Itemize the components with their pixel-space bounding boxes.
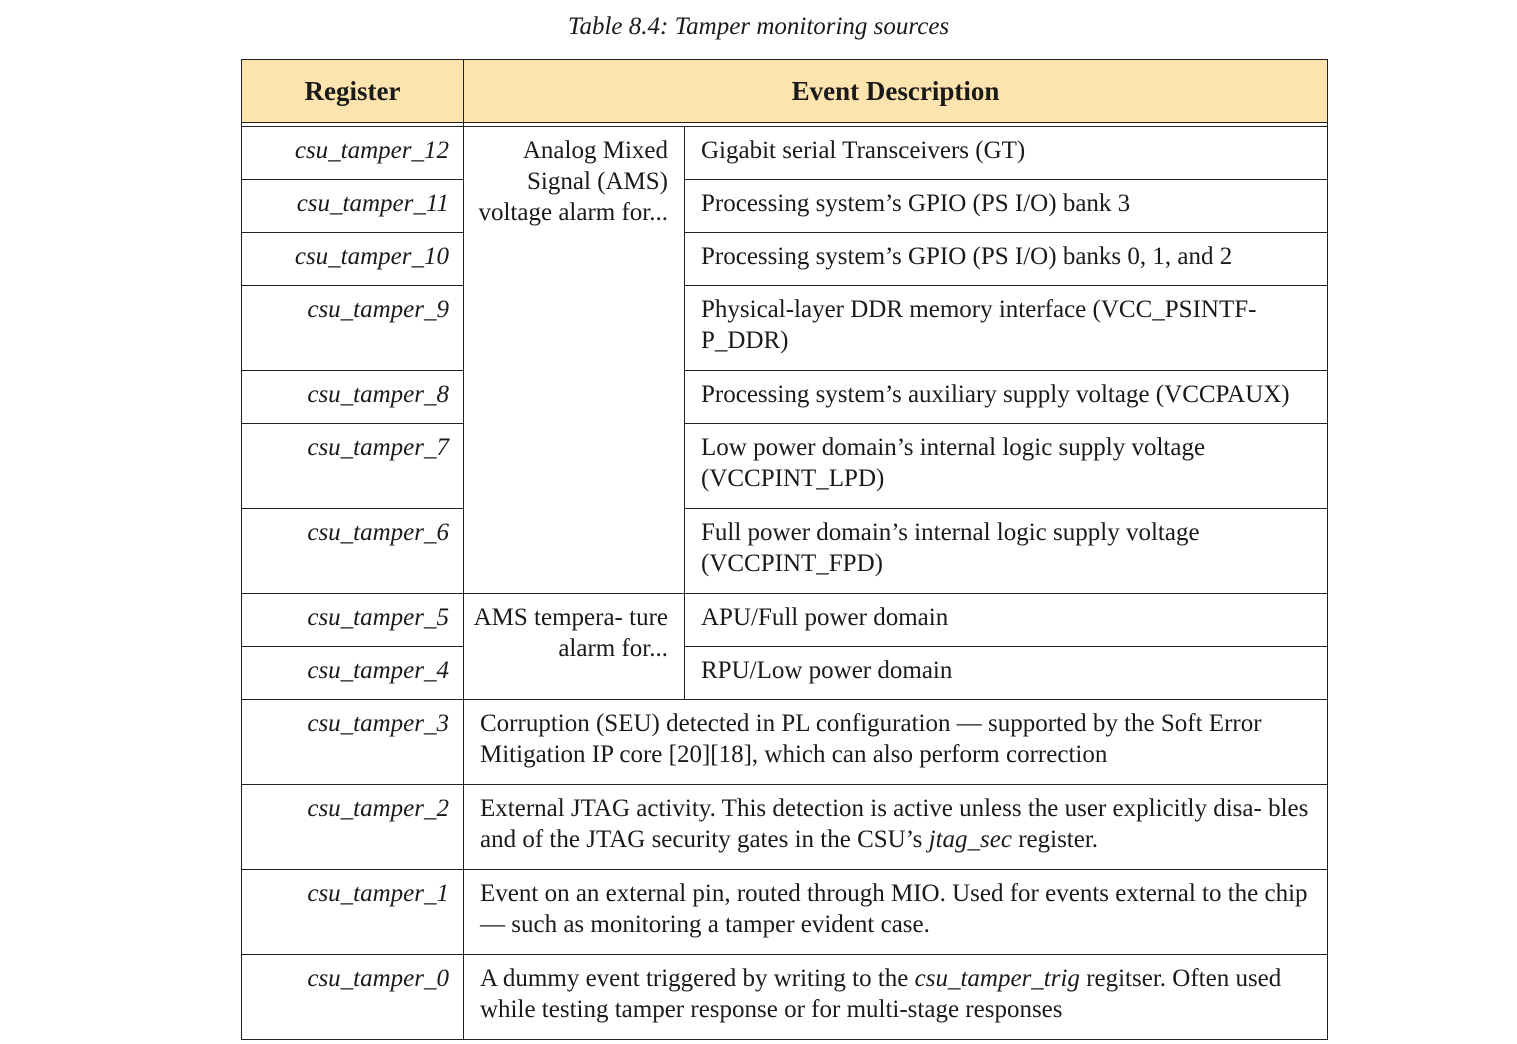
description-cell: Processing system’s GPIO (PS I/O) banks … bbox=[683, 232, 1329, 286]
register-cell: csu_tamper_1 bbox=[241, 869, 464, 955]
description-cell: Event on an external pin, routed through… bbox=[462, 869, 1329, 955]
group-ams-temperature: AMS tempera- ture alarm for... bbox=[463, 593, 685, 700]
description-cell: Gigabit serial Transceivers (GT) bbox=[683, 126, 1329, 180]
register-cell: csu_tamper_5 bbox=[241, 593, 464, 647]
register-name-jtag-sec: jtag_sec bbox=[928, 826, 1012, 853]
table-row: csu_tamper_6 Full power domain’s interna… bbox=[241, 508, 1329, 594]
table-row: csu_tamper_8 Processing system’s auxilia… bbox=[241, 370, 1329, 424]
register-cell: csu_tamper_8 bbox=[241, 370, 464, 424]
table-number: Table 8.4: bbox=[567, 13, 669, 40]
table-row: csu_tamper_11 Processing system’s GPIO (… bbox=[241, 179, 1329, 233]
register-cell: csu_tamper_11 bbox=[241, 179, 464, 233]
group-ams-voltage: Analog Mixed Signal (AMS) voltage alarm … bbox=[463, 126, 685, 594]
register-cell: csu_tamper_0 bbox=[241, 954, 464, 1040]
table-row: csu_tamper_2 External JTAG activity. Thi… bbox=[241, 784, 1329, 870]
table-row: csu_tamper_7 Low power domain’s internal… bbox=[241, 423, 1329, 509]
description-cell: Full power domain’s internal logic suppl… bbox=[683, 508, 1329, 594]
description-cell: Corruption (SEU) detected in PL configur… bbox=[462, 699, 1329, 785]
header-register: Register bbox=[241, 59, 464, 123]
description-cell: External JTAG activity. This detection i… bbox=[462, 784, 1329, 870]
description-cell: RPU/Low power domain bbox=[683, 646, 1329, 700]
register-cell: csu_tamper_7 bbox=[241, 423, 464, 509]
register-name-csu-tamper-trig: csu_tamper_trig bbox=[914, 965, 1080, 992]
description-cell: Physical-layer DDR memory interface (VCC… bbox=[683, 285, 1329, 371]
table-row: csu_tamper_1 Event on an external pin, r… bbox=[241, 869, 1329, 955]
register-cell: csu_tamper_12 bbox=[241, 126, 464, 180]
tamper-sources-table: Register Event Description csu_tamper_12… bbox=[241, 59, 1329, 1040]
table-row: csu_tamper_12 Analog Mixed Signal (AMS) … bbox=[241, 126, 1329, 594]
table-row: csu_tamper_3 Corruption (SEU) detected i… bbox=[241, 699, 1329, 785]
header-event-description: Event Description bbox=[462, 59, 1329, 123]
register-cell: csu_tamper_3 bbox=[241, 699, 464, 785]
table-title: Tamper monitoring sources bbox=[674, 13, 950, 40]
table-header-row: Register Event Description bbox=[241, 59, 1329, 123]
table-row: csu_tamper_4 RPU/Low power domain bbox=[241, 646, 1329, 700]
table-row: csu_tamper_0 A dummy event triggered by … bbox=[241, 954, 1329, 1040]
table-row: csu_tamper_9 Physical-layer DDR memory i… bbox=[241, 285, 1329, 371]
register-cell: csu_tamper_6 bbox=[241, 508, 464, 594]
table-row: csu_tamper_10 Processing system’s GPIO (… bbox=[241, 232, 1329, 286]
description-text: register. bbox=[1011, 826, 1099, 853]
register-cell: csu_tamper_2 bbox=[241, 784, 464, 870]
register-cell: csu_tamper_10 bbox=[241, 232, 464, 286]
description-cell: Processing system’s GPIO (PS I/O) bank 3 bbox=[683, 179, 1329, 233]
description-cell: Low power domain’s internal logic supply… bbox=[683, 423, 1329, 509]
description-cell: APU/Full power domain bbox=[683, 593, 1329, 647]
description-text: External JTAG activity. This detection i… bbox=[480, 795, 1309, 853]
description-text: regitser. Often used while testing tampe… bbox=[480, 965, 1282, 1023]
description-text: A dummy event triggered by writing to th… bbox=[480, 965, 915, 992]
register-cell: csu_tamper_4 bbox=[241, 646, 464, 700]
description-cell: A dummy event triggered by writing to th… bbox=[462, 954, 1329, 1040]
table-caption: Table 8.4: Tamper monitoring sources bbox=[0, 10, 1517, 44]
description-cell: Processing system’s auxiliary supply vol… bbox=[683, 370, 1329, 424]
table-row: csu_tamper_5 AMS tempera- ture alarm for… bbox=[241, 593, 1329, 700]
register-cell: csu_tamper_9 bbox=[241, 285, 464, 371]
